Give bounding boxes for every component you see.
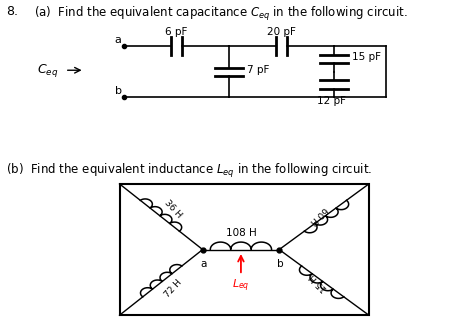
- Text: 60 H: 60 H: [308, 204, 329, 226]
- Bar: [119, 184, 369, 315]
- Text: a: a: [201, 258, 207, 268]
- Text: (a)  Find the equivalent capacitance $C_{eq}$ in the following circuit.: (a) Find the equivalent capacitance $C_{…: [34, 5, 408, 23]
- Text: 15 pF: 15 pF: [352, 52, 381, 62]
- Text: 15 H: 15 H: [308, 272, 329, 293]
- Text: 8.: 8.: [6, 5, 18, 17]
- Text: 108 H: 108 H: [226, 228, 256, 238]
- Text: 20 pF: 20 pF: [267, 27, 296, 37]
- Text: 6 pF: 6 pF: [165, 27, 188, 37]
- Text: (b)  Find the equivalent inductance $L_{eq}$ in the following circuit.: (b) Find the equivalent inductance $L_{e…: [6, 162, 372, 180]
- Text: b: b: [277, 258, 284, 268]
- Text: 72 H: 72 H: [163, 278, 183, 299]
- Text: a: a: [115, 35, 122, 45]
- Text: 12 pF: 12 pF: [317, 96, 346, 106]
- Text: $C_{eq}$: $C_{eq}$: [37, 62, 58, 79]
- Text: 36 H: 36 H: [163, 198, 183, 220]
- Text: 7 pF: 7 pF: [247, 65, 270, 75]
- Text: b: b: [115, 87, 122, 97]
- Text: $L_{eq}$: $L_{eq}$: [232, 278, 250, 294]
